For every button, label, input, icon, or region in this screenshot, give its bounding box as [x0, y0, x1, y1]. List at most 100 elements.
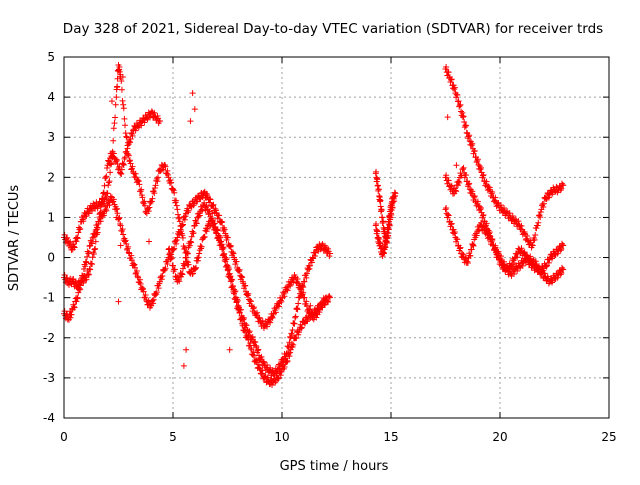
data-point — [540, 204, 547, 211]
data-point — [460, 113, 467, 120]
data-point — [212, 207, 219, 214]
data-point — [80, 266, 87, 273]
data-point — [455, 178, 462, 185]
data-point — [190, 229, 197, 236]
data-point — [326, 250, 333, 257]
x-axis-label: GPS time / hours — [280, 459, 389, 474]
data-point — [300, 289, 307, 296]
data-point — [529, 242, 536, 249]
data-point — [179, 271, 186, 278]
data-point — [127, 139, 134, 146]
data-point — [287, 349, 294, 356]
data-point — [242, 329, 249, 336]
data-point — [122, 154, 129, 161]
y-tick-label: 2 — [47, 170, 55, 184]
data-point — [451, 86, 458, 93]
data-point — [475, 226, 482, 233]
data-point — [289, 326, 296, 333]
data-point — [181, 262, 188, 269]
data-point — [264, 361, 271, 368]
data-point — [192, 265, 199, 272]
data-point — [226, 346, 233, 353]
data-point — [174, 206, 181, 213]
data-point — [480, 211, 487, 218]
data-point — [201, 233, 208, 240]
data-point — [173, 202, 180, 209]
data-point — [444, 211, 451, 218]
data-point — [207, 196, 214, 203]
data-point — [451, 229, 458, 236]
data-point — [141, 119, 148, 126]
data-point — [514, 267, 521, 274]
x-tick-label: 15 — [383, 430, 398, 444]
data-point — [100, 200, 107, 207]
data-point — [113, 205, 120, 212]
data-point — [134, 176, 141, 183]
data-point — [260, 358, 267, 365]
data-point — [118, 78, 125, 85]
data-point — [118, 170, 125, 177]
data-point — [535, 263, 542, 270]
data-point — [489, 237, 496, 244]
data-point — [285, 350, 292, 357]
data-point — [252, 338, 259, 345]
data-point — [186, 242, 193, 249]
data-point — [79, 272, 86, 279]
data-point — [250, 304, 257, 311]
data-point — [193, 264, 200, 271]
data-point — [281, 293, 288, 300]
data-point — [129, 163, 136, 170]
data-point — [74, 234, 81, 241]
data-point — [181, 213, 188, 220]
data-point — [134, 273, 141, 280]
data-point — [113, 94, 120, 101]
data-point — [305, 266, 312, 273]
data-point — [226, 274, 233, 281]
data-point — [193, 220, 200, 227]
data-point — [258, 371, 265, 378]
data-point — [221, 226, 228, 233]
data-point — [112, 114, 119, 121]
data-point — [171, 189, 178, 196]
data-point — [103, 165, 110, 172]
data-point — [88, 239, 95, 246]
data-point — [179, 234, 186, 241]
data-point — [519, 262, 526, 269]
data-point — [298, 324, 305, 331]
data-point — [312, 310, 319, 317]
data-point — [120, 101, 127, 108]
data-point — [389, 199, 396, 206]
y-tick-label: -1 — [43, 291, 55, 305]
data-point — [269, 313, 276, 320]
data-point — [443, 204, 450, 211]
data-point — [306, 265, 313, 272]
data-point — [166, 245, 173, 252]
data-point — [83, 276, 90, 283]
data-point — [308, 259, 315, 266]
data-point — [259, 317, 266, 324]
data-point — [103, 173, 110, 180]
data-point — [172, 238, 179, 245]
data-point — [288, 332, 295, 339]
data-point — [560, 266, 567, 273]
data-point — [92, 231, 99, 238]
data-point — [203, 202, 210, 209]
data-point — [453, 162, 460, 169]
data-point — [132, 127, 139, 134]
data-point — [249, 351, 256, 358]
data-point — [215, 232, 222, 239]
data-point — [113, 157, 120, 164]
data-point — [535, 219, 542, 226]
data-point — [469, 140, 476, 147]
data-point — [247, 340, 254, 347]
data-point — [151, 190, 158, 197]
data-point — [174, 211, 181, 218]
data-point — [136, 276, 143, 283]
data-point — [454, 91, 461, 98]
data-point — [102, 194, 109, 201]
data-point — [82, 263, 89, 270]
data-point — [136, 279, 143, 286]
data-point — [554, 274, 561, 281]
data-point — [290, 341, 297, 348]
data-point — [110, 196, 117, 203]
